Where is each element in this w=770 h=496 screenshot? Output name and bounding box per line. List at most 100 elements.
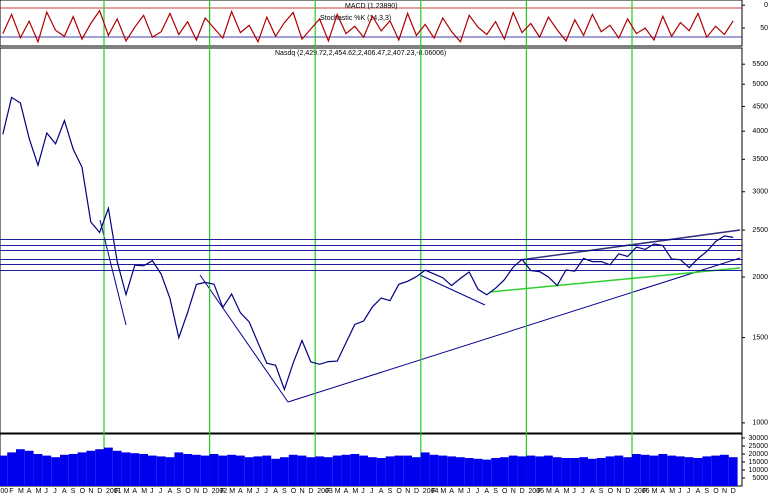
y-tick-label: 20000: [749, 451, 769, 458]
volume-bar: [438, 455, 448, 486]
volume-bar: [579, 457, 588, 486]
x-tick-label: A: [660, 488, 665, 495]
volume-bar: [271, 458, 280, 486]
x-tick-label: A: [27, 488, 32, 495]
volume-bar: [429, 454, 439, 486]
x-tick-label: M: [458, 488, 464, 495]
volume-bar: [456, 457, 465, 486]
oscillator-title: MACD (1.23890): [345, 3, 398, 10]
y-tick-label: 3500: [752, 156, 768, 163]
y-tick-label: 10000: [749, 467, 769, 474]
x-tick-label: A: [696, 488, 701, 495]
x-tick-label: A: [273, 488, 278, 495]
x-tick-label: M: [335, 488, 341, 495]
trendline: [419, 274, 486, 306]
x-tick-label: F: [220, 488, 224, 495]
y-tick-label: 25000: [749, 443, 769, 450]
x-tick-label: D: [414, 488, 419, 495]
volume-bar: [183, 454, 192, 486]
y-tick-label: 5000: [752, 475, 768, 482]
x-tick-label: A: [555, 488, 560, 495]
x-tick-label: D: [625, 488, 630, 495]
x-tick-label: A: [379, 488, 384, 495]
volume-bar: [500, 457, 509, 486]
x-tick-label: F: [537, 488, 541, 495]
volume-bar: [121, 452, 131, 486]
x-tick-label: D: [97, 488, 102, 495]
y-tick-label: 2500: [752, 227, 768, 234]
x-tick-label: S: [599, 488, 604, 495]
x-tick-label: J: [44, 488, 48, 495]
y-tick-label: 1000: [752, 420, 768, 427]
volume-bar: [491, 458, 500, 486]
volume-bar: [552, 457, 562, 486]
volume-bar: [95, 449, 104, 486]
volume-bar: [156, 456, 166, 486]
volume-bar: [218, 455, 228, 486]
x-tick-label: O: [713, 488, 719, 495]
x-tick-label: M: [546, 488, 552, 495]
x-tick-label: 2002: [212, 488, 228, 495]
x-tick-label: F: [432, 488, 436, 495]
volume-bar: [693, 458, 703, 486]
volume-bar: [16, 449, 25, 486]
volume-bar: [544, 455, 553, 486]
volume-bar: [359, 455, 368, 486]
volume-bar: [403, 455, 412, 486]
volume-bar: [324, 457, 333, 486]
x-tick-label: N: [300, 488, 305, 495]
volume-bar: [394, 455, 404, 486]
volume-bar: [605, 456, 615, 486]
x-tick-label: M: [247, 488, 253, 495]
x-tick-label: 2001: [106, 488, 122, 495]
x-tick-label: M: [36, 488, 42, 495]
volume-bar: [570, 458, 580, 486]
volume-bar: [7, 452, 16, 486]
volume-bar: [60, 454, 69, 486]
volume-bar: [640, 454, 650, 486]
volume-bar: [649, 455, 659, 486]
x-tick-label: A: [484, 488, 489, 495]
volume-bar: [535, 456, 544, 486]
volume-bar: [51, 457, 60, 486]
x-tick-label: F: [9, 488, 13, 495]
volume-bar: [684, 457, 694, 486]
volume-bar: [236, 455, 245, 486]
y-tick-label: 30000: [749, 435, 769, 442]
trendline: [287, 257, 741, 403]
volume-bar: [702, 456, 712, 486]
volume-bar: [68, 454, 78, 486]
x-tick-label: F: [326, 488, 330, 495]
volume-bar: [306, 457, 316, 486]
x-tick-label: M: [229, 488, 235, 495]
volume-bar: [508, 455, 518, 486]
x-tick-label: J: [256, 488, 260, 495]
volume-bar: [0, 455, 8, 486]
x-tick-label: A: [590, 488, 595, 495]
x-tick-label: S: [71, 488, 76, 495]
x-tick-label: M: [18, 488, 24, 495]
x-tick-label: S: [704, 488, 709, 495]
x-tick-label: J: [150, 488, 154, 495]
volume-bar: [42, 455, 52, 486]
x-tick-label: S: [176, 488, 181, 495]
x-tick-label: J: [159, 488, 163, 495]
x-tick-label: M: [440, 488, 446, 495]
x-tick-label: N: [722, 488, 727, 495]
volume-bar: [112, 450, 122, 486]
y-tick-label: 15000: [749, 459, 769, 466]
x-tick-label: J: [467, 488, 471, 495]
volume-bar: [711, 455, 720, 486]
x-tick-label: M: [124, 488, 130, 495]
volume-bar: [376, 458, 386, 486]
y-tick-label: 50: [760, 25, 768, 32]
volume-bar: [288, 454, 298, 486]
x-tick-label: A: [62, 488, 67, 495]
x-tick-label: M: [669, 488, 675, 495]
volume-bar: [77, 452, 87, 486]
x-tick-label: A: [238, 488, 243, 495]
volume-bar: [130, 453, 140, 486]
volume-bar: [139, 454, 148, 486]
x-tick-label: O: [291, 488, 297, 495]
volume-bar: [33, 454, 43, 486]
